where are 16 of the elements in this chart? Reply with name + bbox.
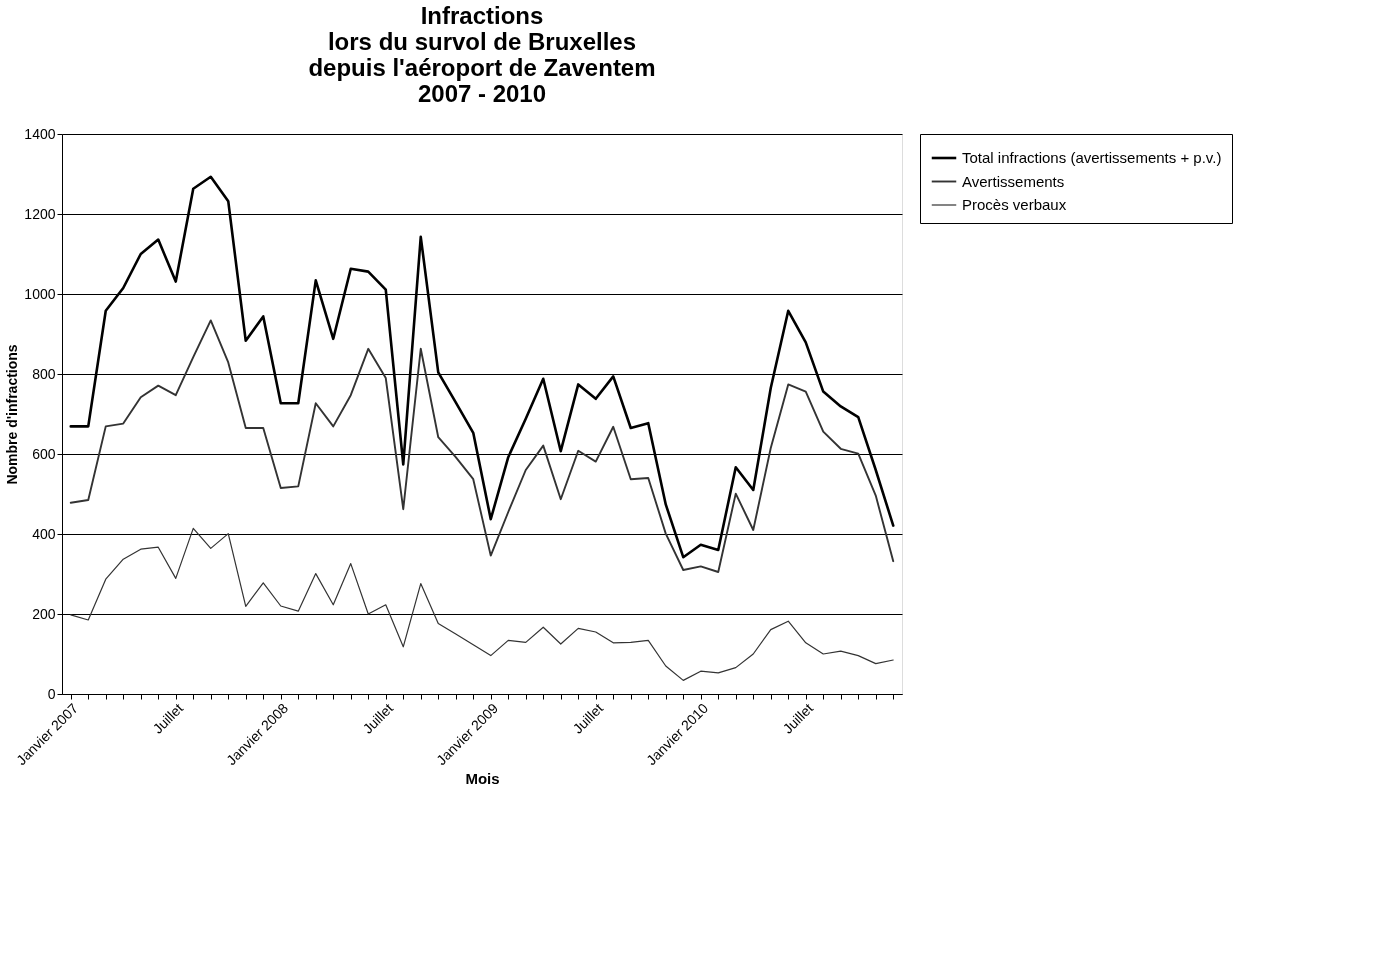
y-tick-label: 600 — [32, 445, 56, 462]
y-tick-label: 1000 — [24, 285, 56, 302]
chart-title: Infractions lors du survol de Bruxelles depuis l'aéroport de Zaventem 2007 - 2010 — [308, 2, 656, 107]
y-tick-label: 1200 — [24, 205, 56, 222]
y-tick-label: 200 — [32, 605, 56, 622]
legend-label: Avertissements — [962, 172, 1065, 190]
y-axis-title: Nombre d'infractions — [4, 344, 21, 485]
x-axis-title: Mois — [465, 770, 500, 788]
legend-label: Procès verbaux — [962, 196, 1067, 213]
y-tick-label: 0 — [47, 685, 56, 702]
legend-label: Total infractions (avertissements + p.v.) — [962, 149, 1222, 166]
y-tick-label: 1400 — [24, 125, 56, 142]
y-tick-label: 400 — [32, 525, 56, 542]
line-series — [70, 527, 894, 681]
line-series — [69, 319, 895, 573]
y-tick-label: 800 — [32, 365, 56, 382]
